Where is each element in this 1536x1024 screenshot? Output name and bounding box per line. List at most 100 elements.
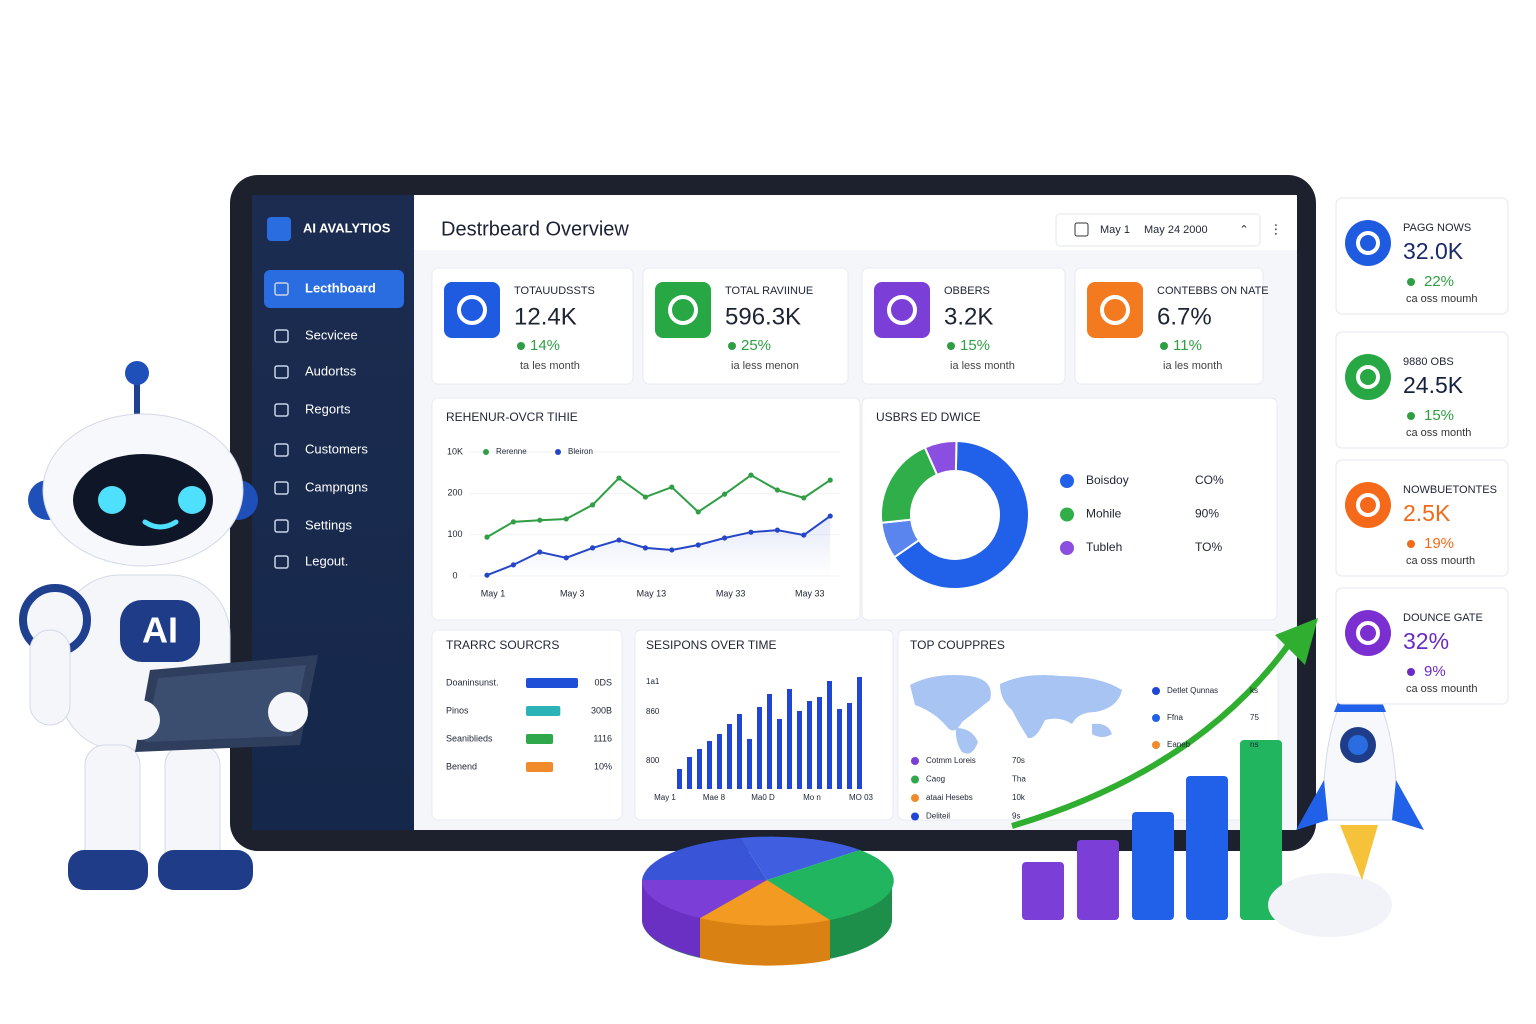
side-icon xyxy=(1345,610,1391,656)
session-bar xyxy=(837,709,842,789)
line xyxy=(486,473,831,539)
country-label: Eaneb xyxy=(1167,740,1191,749)
side-change-icon xyxy=(1407,412,1415,420)
side-label: DOUNCE GATE xyxy=(1403,612,1483,624)
point xyxy=(642,494,649,500)
session-bar xyxy=(847,703,852,789)
menu-item[interactable]: Customers xyxy=(305,441,368,456)
kpi-note: ta les month xyxy=(520,360,580,372)
date-picker[interactable] xyxy=(1055,213,1261,247)
legend-label: Boisdoy xyxy=(1086,473,1129,487)
side-icon xyxy=(1345,220,1391,266)
menu-icon xyxy=(274,329,289,343)
side-label: 9880 OBS xyxy=(1403,356,1454,368)
source-figure: 10% xyxy=(594,761,612,771)
kpi-change: 14% xyxy=(530,337,560,354)
rocket-decor xyxy=(1268,667,1424,937)
menu-item[interactable]: Campngns xyxy=(305,479,368,494)
session-bar xyxy=(737,714,742,789)
kpi-change: 11% xyxy=(1173,337,1202,354)
y-tick-label: 200 xyxy=(447,488,462,498)
session-bar xyxy=(697,749,702,789)
country-label: ataai Hesebs xyxy=(926,793,973,802)
kpi-note: ia less menon xyxy=(731,360,799,372)
menu-icon xyxy=(274,481,289,495)
y-tick-label: 800 xyxy=(646,756,660,765)
legend-label: Mohile xyxy=(1086,507,1122,521)
point xyxy=(563,555,569,561)
session-bar xyxy=(767,694,772,789)
legend-dot xyxy=(1060,507,1074,522)
kpi-icon xyxy=(1087,282,1143,338)
point xyxy=(827,513,833,519)
kpi-change-icon xyxy=(728,342,736,350)
session-bar xyxy=(827,681,832,789)
side-glyph xyxy=(1356,231,1380,255)
country-label: Cotmm Loreis xyxy=(926,756,976,765)
sessions-panel xyxy=(634,629,894,821)
source-bar xyxy=(526,706,561,716)
x-tick-label: May 13 xyxy=(637,588,667,598)
legend-dot xyxy=(483,449,489,455)
side-glyph xyxy=(1356,621,1380,645)
kpi-note: ia less month xyxy=(950,360,1015,372)
x-tick-label: MO 03 xyxy=(849,793,874,802)
source-label: Doaninsunst. xyxy=(446,677,499,687)
source-bar xyxy=(526,678,578,688)
line xyxy=(486,515,831,577)
country-label: Ffna xyxy=(1167,713,1184,722)
legend-dot xyxy=(911,812,919,821)
robot: AI xyxy=(19,361,318,890)
menu-item[interactable]: Legout. xyxy=(305,553,348,568)
donut-segment xyxy=(892,439,1030,590)
country-figure: 75 xyxy=(1250,713,1259,722)
menu-icon xyxy=(274,555,289,569)
session-bar xyxy=(707,741,712,789)
menu-item[interactable]: Lecthboard xyxy=(305,280,376,295)
point xyxy=(616,475,622,481)
source-label: Benend xyxy=(446,761,477,771)
date-to: May 24 2000 xyxy=(1144,224,1208,236)
x-tick-label: Mo n xyxy=(803,793,821,802)
panel-title: TOP COUPPRES xyxy=(910,638,1005,652)
point xyxy=(827,477,833,483)
point xyxy=(642,545,649,551)
page-title: Destrbeard Overview xyxy=(441,218,629,240)
legend-label: Tubleh xyxy=(1086,540,1122,554)
menu-icon xyxy=(274,443,289,457)
more-menu[interactable]: ⋮ xyxy=(1270,221,1283,236)
kpi-value: 596.3K xyxy=(725,303,801,330)
side-change: 22% xyxy=(1424,273,1454,290)
point xyxy=(695,542,701,548)
menu-item[interactable]: Regorts xyxy=(305,401,351,416)
kpi-label: CONTEBBS ON NATE xyxy=(1157,285,1269,297)
menu-icon xyxy=(274,403,289,417)
x-tick-label: Mae 8 xyxy=(703,793,726,802)
robot-badge: AI xyxy=(142,610,178,651)
side-label: NOWBUETONTES xyxy=(1403,484,1497,496)
source-figure: 0DS xyxy=(594,677,612,687)
menu-item[interactable]: Settings xyxy=(305,517,352,532)
point xyxy=(537,549,543,555)
panel-title: TRARRC SOURCRS xyxy=(446,638,559,652)
menu-active[interactable] xyxy=(264,270,404,308)
point xyxy=(722,535,728,541)
legend-dot xyxy=(1060,474,1074,488)
y-tick-label: 0 xyxy=(452,570,457,580)
session-bar xyxy=(747,739,752,789)
point xyxy=(722,491,728,497)
side-value: 32.0K xyxy=(1403,238,1464,264)
y-tick-label: 860 xyxy=(646,707,660,716)
kpi-value: 6.7% xyxy=(1157,303,1212,330)
kpi-note: ia les month xyxy=(1163,360,1222,372)
menu-item[interactable]: Secvicee xyxy=(305,327,358,342)
kpi-label: TOTAUUDSSTS xyxy=(514,285,595,297)
country-label: Detlet Qunnas xyxy=(1167,686,1218,695)
kpi-change: 25% xyxy=(741,337,771,354)
x-tick-label: May 3 xyxy=(560,588,585,598)
menu-item[interactable]: Audortss xyxy=(305,363,357,378)
point xyxy=(669,484,675,490)
kpi-glyph xyxy=(1100,295,1130,325)
panel-title: REHENUR-OVCR TIHIE xyxy=(446,410,578,424)
